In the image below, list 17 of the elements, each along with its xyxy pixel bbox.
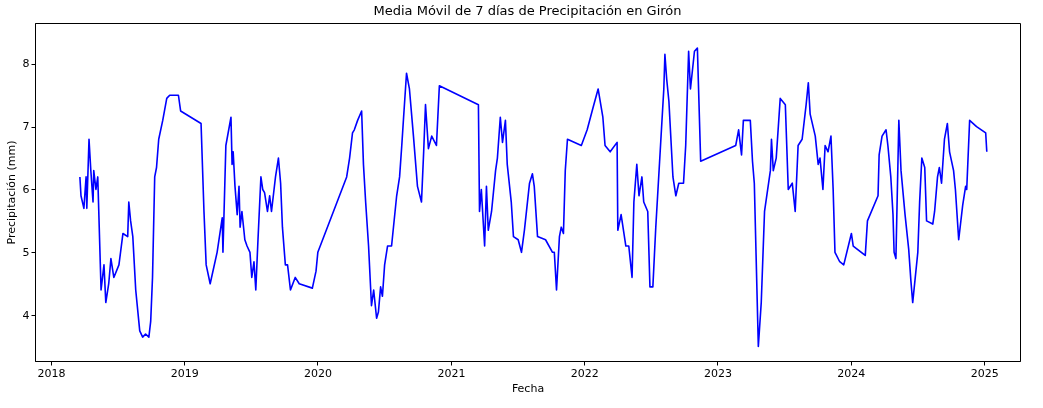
x-tick-label: 2019 [170,366,199,380]
x-tick-label: 2018 [37,366,66,380]
x-tick-label: 2021 [437,366,466,380]
x-tick-label: 2020 [303,366,332,380]
y-tick-label: 7 [22,120,30,134]
x-tick-label: 2022 [570,366,599,380]
line-series [79,47,988,348]
x-tick-label: 2023 [703,366,732,380]
x-tick-label: 2024 [837,366,866,380]
x-axis-title: Fecha [511,381,545,395]
chart-title: Media Móvil de 7 días de Precipitación en Girón [373,3,682,18]
y-tick-label: 5 [22,245,30,259]
y-axis-title: Precipitación (mm) [4,140,18,245]
y-tick-label: 6 [22,182,30,196]
x-tick-label: 2025 [970,366,999,380]
y-tick-label: 4 [22,308,30,322]
y-tick-label: 8 [22,57,30,71]
